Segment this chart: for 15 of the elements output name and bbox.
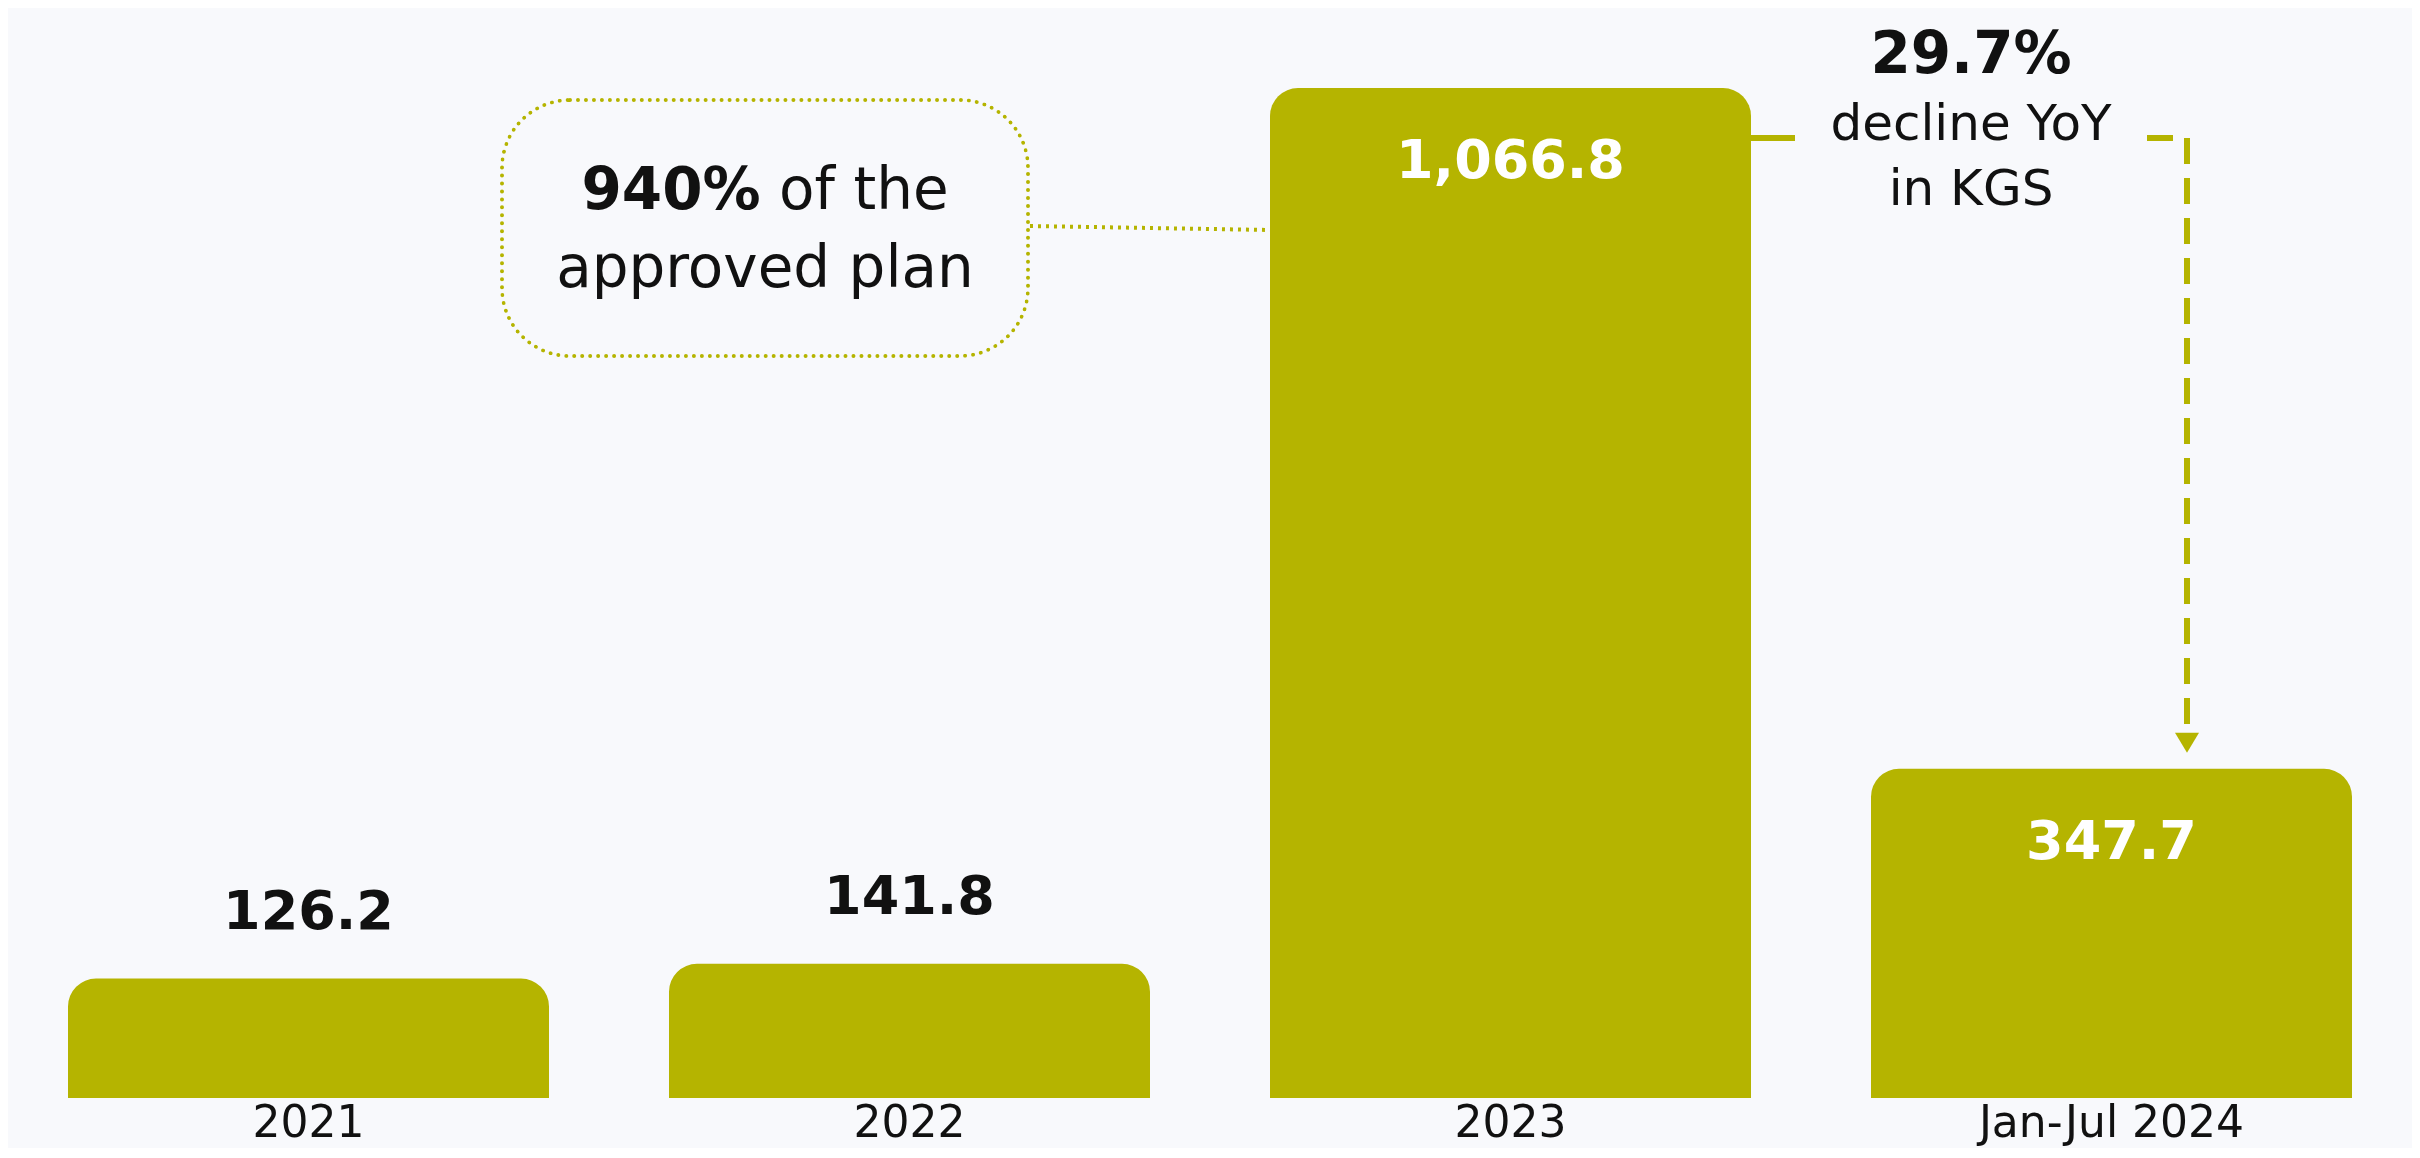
bar [669, 963, 1150, 1098]
data-label: 347.7 [2026, 808, 2197, 872]
x-tick-label: 2023 [1454, 1096, 1567, 1148]
bar [1871, 768, 2352, 1098]
bar [1270, 88, 1751, 1098]
bar [68, 978, 549, 1098]
annotation: 29.7% decline YoY in KGS [1829, 18, 2113, 220]
x-tick-label: Jan-Jul 2024 [1975, 1096, 2245, 1148]
data-label: 1,066.8 [1396, 128, 1625, 191]
annotation: 940% of the approved plan [556, 154, 974, 301]
data-label: 141.8 [824, 863, 995, 927]
callout-box: 940% of the approved plan [500, 98, 1030, 358]
data-label: 126.2 [223, 878, 394, 942]
x-tick-label: 2022 [853, 1096, 966, 1148]
x-tick-label: 2021 [252, 1096, 365, 1148]
